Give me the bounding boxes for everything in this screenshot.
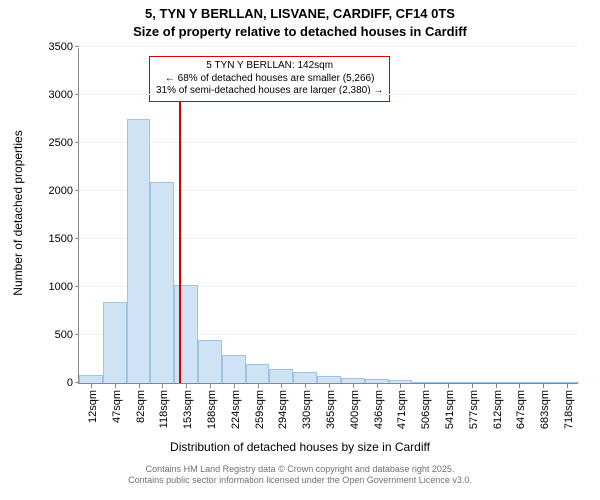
histogram-bar [341, 378, 365, 383]
x-tick-label: 541sqm [440, 390, 456, 429]
x-tick-label: 506sqm [416, 390, 432, 429]
x-tick-label: 400sqm [345, 390, 361, 429]
attribution-line2: Contains public sector information licen… [0, 475, 600, 486]
plot-area: 5 TYN Y BERLLAN: 142sqm ← 68% of detache… [78, 48, 578, 384]
histogram-bar [269, 369, 293, 383]
histogram-bar [389, 380, 413, 383]
y-tick-label: 3000 [49, 89, 79, 101]
y-tick-label: 1000 [49, 281, 79, 293]
x-tick-label: 612sqm [488, 390, 504, 429]
x-tick-label: 82sqm [131, 390, 147, 423]
x-tick-label: 188sqm [202, 390, 218, 429]
marker-line [179, 101, 181, 383]
chart-title-line2: Size of property relative to detached ho… [0, 24, 600, 39]
y-axis-label: Number of detached properties [11, 103, 25, 323]
y-tick-label: 1500 [49, 233, 79, 245]
x-tick-label: 294sqm [273, 390, 289, 429]
histogram-bar [246, 364, 270, 383]
x-tick-label: 471sqm [392, 390, 408, 429]
histogram-bar [484, 382, 508, 383]
histogram-bar [436, 382, 460, 383]
x-tick-label: 224sqm [226, 390, 242, 429]
histogram-bar [508, 382, 532, 383]
y-tick-label: 2000 [49, 185, 79, 197]
x-axis-label: Distribution of detached houses by size … [0, 440, 600, 454]
chart-title-line1: 5, TYN Y BERLLAN, LISVANE, CARDIFF, CF14… [0, 6, 600, 21]
attribution-line1: Contains HM Land Registry data © Crown c… [0, 464, 600, 475]
x-tick-label: 577sqm [464, 390, 480, 429]
x-tick-label: 436sqm [369, 390, 385, 429]
y-tick-label: 3500 [49, 41, 79, 53]
x-tick-label: 647sqm [511, 390, 527, 429]
attribution: Contains HM Land Registry data © Crown c… [0, 464, 600, 487]
x-tick-label: 330sqm [297, 390, 313, 429]
histogram-bar [103, 302, 127, 383]
x-tick-label: 683sqm [535, 390, 551, 429]
y-tick-label: 0 [67, 377, 79, 389]
histogram-bar [222, 355, 246, 383]
x-tick-label: 47sqm [107, 390, 123, 423]
histogram-bar [555, 382, 579, 383]
histogram-bar [412, 382, 436, 383]
histogram-bar [79, 375, 103, 383]
histogram-bar [150, 182, 174, 383]
callout-line3: 31% of semi-detached houses are larger (… [156, 85, 383, 98]
x-tick-label: 12sqm [83, 390, 99, 423]
x-tick-label: 259sqm [250, 390, 266, 429]
callout-line2: ← 68% of detached houses are smaller (5,… [156, 73, 383, 86]
histogram-bar [198, 340, 222, 383]
x-tick-label: 118sqm [154, 390, 170, 428]
y-tick-label: 2500 [49, 137, 79, 149]
x-tick-label: 718sqm [559, 390, 575, 429]
histogram-bar [317, 376, 341, 383]
callout-line1: 5 TYN Y BERLLAN: 142sqm [156, 60, 383, 73]
histogram-bar [174, 285, 198, 383]
histogram-bar [460, 382, 484, 383]
x-tick-label: 365sqm [321, 390, 337, 429]
y-tick-label: 500 [55, 329, 79, 341]
histogram-bar [293, 372, 317, 383]
chart-container: 5, TYN Y BERLLAN, LISVANE, CARDIFF, CF14… [0, 0, 600, 500]
x-tick-label: 153sqm [178, 390, 194, 429]
histogram-bar [127, 119, 151, 383]
histogram-bar [531, 382, 555, 383]
histogram-bar [365, 379, 389, 383]
